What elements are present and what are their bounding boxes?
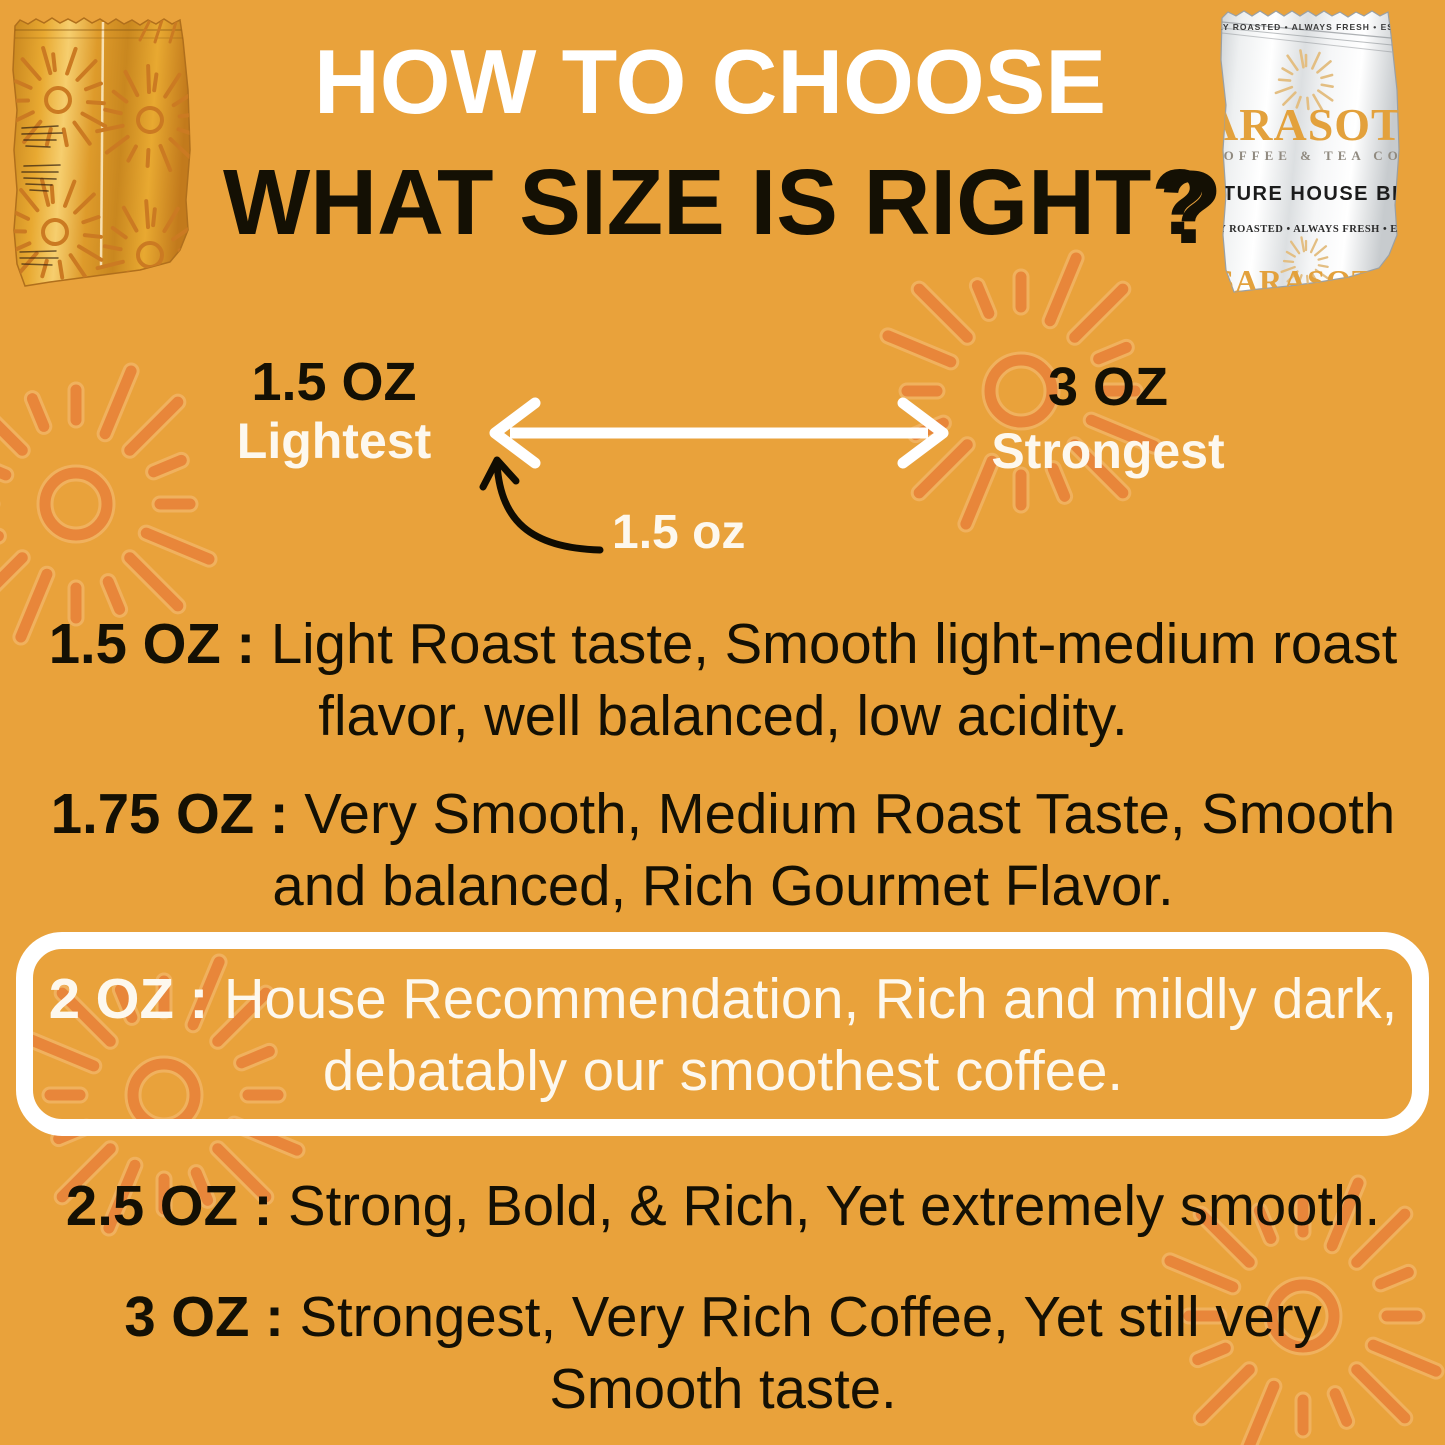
- svg-text:SARASOTA: SARASOTA: [1216, 263, 1396, 299]
